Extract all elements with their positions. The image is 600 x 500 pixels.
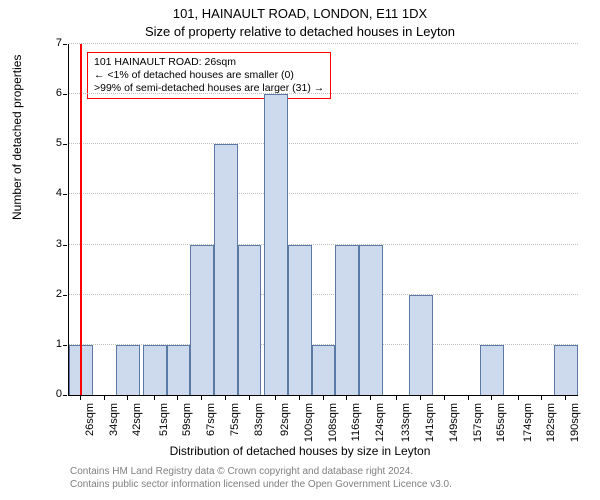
x-tick-mark <box>127 396 128 400</box>
histogram-bar <box>554 345 578 395</box>
chart-title: Size of property relative to detached ho… <box>0 24 600 39</box>
chart-container: 101, HAINAULT ROAD, LONDON, E11 1DX Size… <box>0 0 600 500</box>
y-tick-label: 2 <box>42 288 62 300</box>
x-tick-mark <box>420 396 421 400</box>
histogram-bar <box>167 345 191 395</box>
histogram-bar <box>190 245 214 395</box>
footer-line-2: Contains public sector information licen… <box>70 479 452 490</box>
x-tick-label: 34sqm <box>108 403 120 443</box>
y-tick-label: 0 <box>42 388 62 400</box>
gridline <box>69 93 578 94</box>
histogram-bar <box>214 144 238 395</box>
x-tick-label: 100sqm <box>303 403 315 443</box>
y-axis-label: Number of detached properties <box>10 55 24 220</box>
histogram-bar <box>264 94 288 395</box>
y-tick-label: 4 <box>42 187 62 199</box>
annotation-line: 101 HAINAULT ROAD: 26sqm <box>94 56 324 69</box>
histogram-bar <box>480 345 504 395</box>
x-tick-mark <box>468 396 469 400</box>
y-tick-label: 1 <box>42 338 62 350</box>
x-tick-label: 182sqm <box>545 403 557 443</box>
x-tick-label: 26sqm <box>84 403 96 443</box>
reference-line <box>80 44 82 395</box>
x-tick-label: 174sqm <box>522 403 534 443</box>
x-tick-label: 67sqm <box>205 403 217 443</box>
x-tick-label: 165sqm <box>495 403 507 443</box>
x-tick-label: 116sqm <box>350 403 362 443</box>
histogram-bar <box>143 345 167 395</box>
x-tick-mark <box>541 396 542 400</box>
x-tick-label: 141sqm <box>424 403 436 443</box>
histogram-bar <box>312 345 336 395</box>
x-tick-mark <box>518 396 519 400</box>
histogram-bar <box>238 245 262 395</box>
x-tick-mark <box>104 396 105 400</box>
gridline <box>69 294 578 295</box>
x-tick-mark <box>275 396 276 400</box>
x-tick-label: 108sqm <box>327 403 339 443</box>
x-tick-mark <box>154 396 155 400</box>
histogram-bar <box>116 345 140 395</box>
x-tick-mark <box>323 396 324 400</box>
x-tick-mark <box>396 396 397 400</box>
x-tick-label: 149sqm <box>448 403 460 443</box>
x-tick-mark <box>225 396 226 400</box>
gridline <box>69 244 578 245</box>
x-tick-label: 133sqm <box>400 403 412 443</box>
histogram-bar <box>409 295 433 395</box>
gridline <box>69 43 578 44</box>
x-tick-mark <box>346 396 347 400</box>
y-tick-label: 6 <box>42 87 62 99</box>
gridline <box>69 143 578 144</box>
x-tick-mark <box>444 396 445 400</box>
histogram-bar <box>288 245 312 395</box>
x-tick-mark <box>299 396 300 400</box>
x-tick-label: 124sqm <box>374 403 386 443</box>
histogram-bar <box>335 245 359 395</box>
x-tick-mark <box>370 396 371 400</box>
x-tick-label: 157sqm <box>472 403 484 443</box>
footer-line-1: Contains HM Land Registry data © Crown c… <box>70 466 413 477</box>
y-tick-label: 5 <box>42 137 62 149</box>
chart-suptitle: 101, HAINAULT ROAD, LONDON, E11 1DX <box>0 6 600 21</box>
x-tick-mark <box>249 396 250 400</box>
plot-area: 101 HAINAULT ROAD: 26sqm← <1% of detache… <box>68 44 578 396</box>
x-tick-mark <box>177 396 178 400</box>
x-tick-mark <box>565 396 566 400</box>
x-tick-label: 42sqm <box>131 403 143 443</box>
x-tick-label: 75sqm <box>229 403 241 443</box>
x-tick-mark <box>201 396 202 400</box>
x-axis-label: Distribution of detached houses by size … <box>0 444 600 458</box>
x-tick-label: 51sqm <box>158 403 170 443</box>
y-tick-label: 7 <box>42 37 62 49</box>
x-tick-mark <box>491 396 492 400</box>
x-tick-label: 92sqm <box>279 403 291 443</box>
x-tick-label: 59sqm <box>181 403 193 443</box>
x-tick-mark <box>80 396 81 400</box>
x-tick-label: 83sqm <box>253 403 265 443</box>
y-tick-label: 3 <box>42 238 62 250</box>
annotation-line: ← <1% of detached houses are smaller (0) <box>94 69 324 82</box>
histogram-bar <box>359 245 383 395</box>
x-tick-label: 190sqm <box>569 403 581 443</box>
gridline <box>69 193 578 194</box>
